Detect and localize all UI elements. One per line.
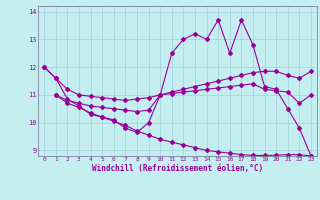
X-axis label: Windchill (Refroidissement éolien,°C): Windchill (Refroidissement éolien,°C) <box>92 164 263 173</box>
